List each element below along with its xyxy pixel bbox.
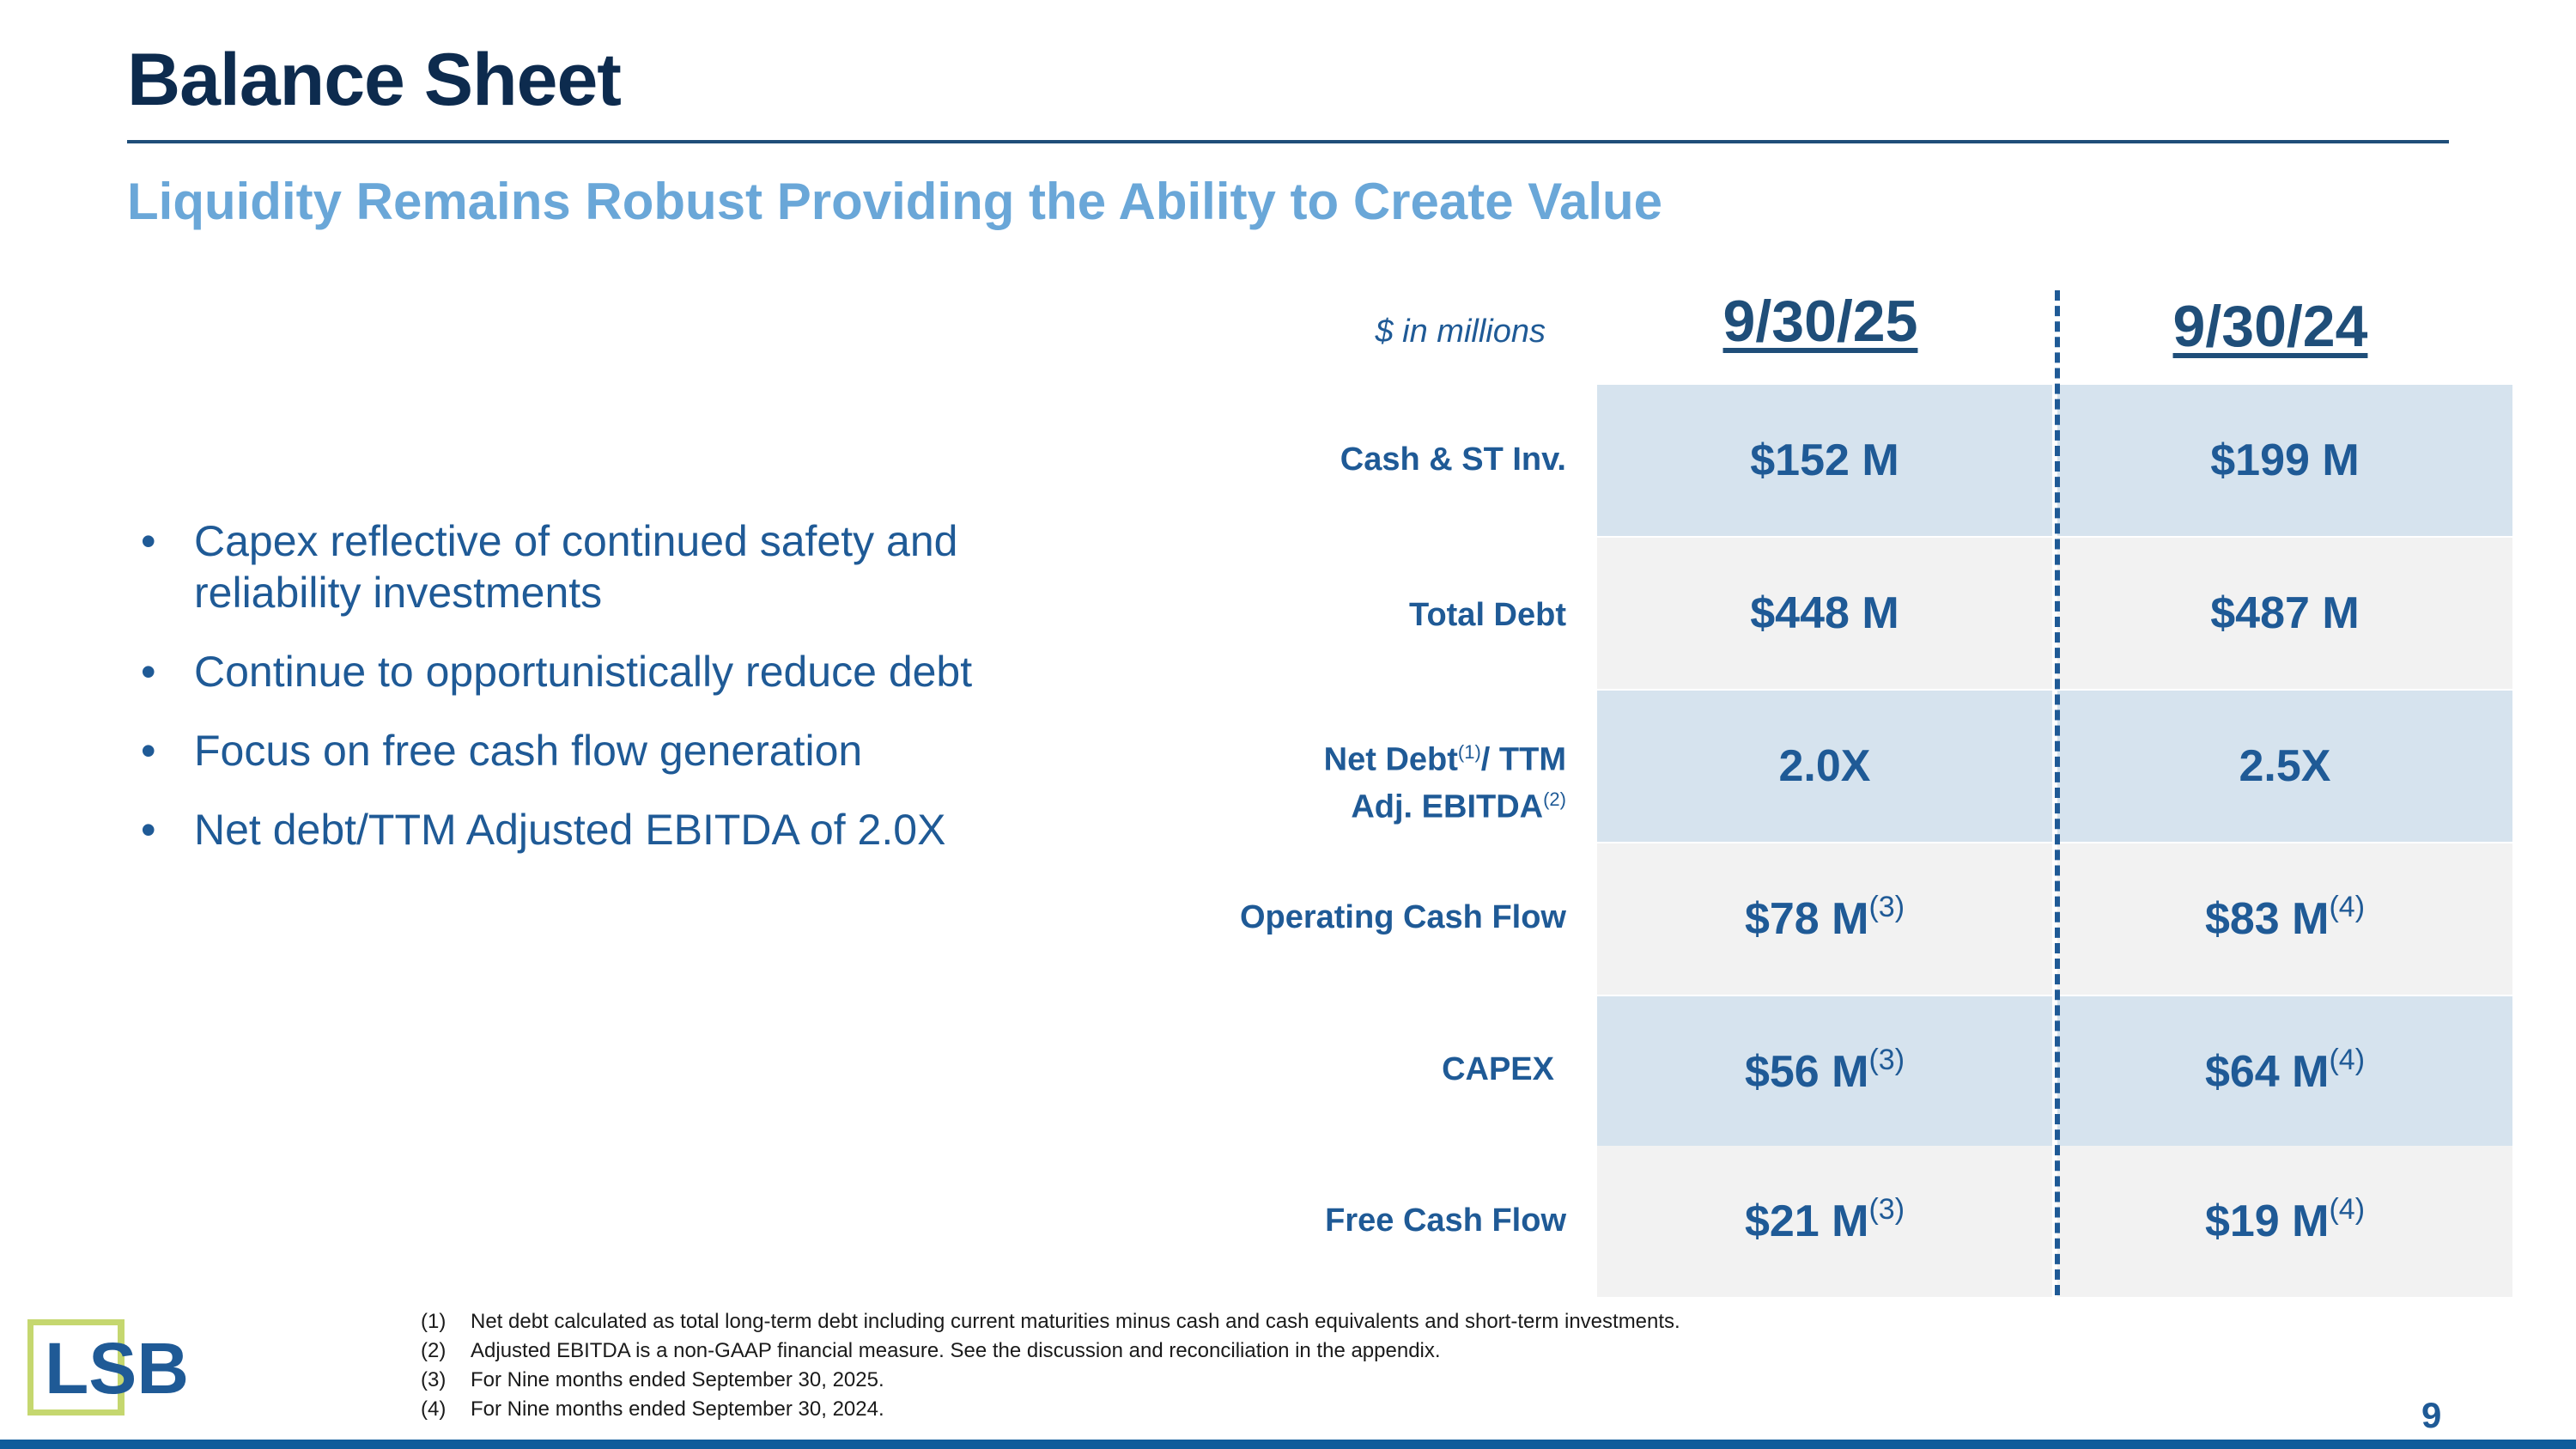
- title-divider: [127, 140, 2449, 143]
- cell-value: $19 M: [2204, 1196, 2330, 1246]
- footnote-text: Net debt calculated as total long-term d…: [471, 1310, 1680, 1333]
- logo-square: [27, 1319, 125, 1416]
- lsb-logo: LSB: [27, 1319, 189, 1416]
- cell-value: 2.5X: [2239, 741, 2331, 791]
- row-label-cash: Cash & ST Inv.: [1340, 441, 1566, 478]
- footnote-ref: (3): [1868, 890, 1905, 923]
- bullet-item: Continue to opportunistically reduce deb…: [137, 646, 1133, 697]
- column-header-2024: 9/30/24: [2172, 294, 2368, 359]
- cell-value: $56 M: [1744, 1047, 1869, 1097]
- cell-ratio-2024: 2.5X: [2057, 691, 2512, 842]
- cell-capex-2024: $64 M (4): [2057, 996, 2512, 1148]
- footnote-ref: (1): [1457, 741, 1481, 763]
- page-subtitle: Liquidity Remains Robust Providing the A…: [127, 173, 1663, 230]
- cell-ratio-2025: 2.0X: [1597, 691, 2052, 842]
- footnote: (1) Net debt calculated as total long-ter…: [421, 1307, 1880, 1336]
- column-divider: [2055, 290, 2060, 1295]
- units-note: $ in millions: [1375, 314, 1546, 350]
- cell-debt-2025: $448 M: [1597, 538, 2052, 689]
- row-label-net-debt-ratio: Net Debt(1)/ TTM Adj. EBITDA(2): [1324, 733, 1566, 826]
- footnote-ref: (4): [2329, 890, 2366, 923]
- cell-capex-2025: $56 M (3): [1597, 996, 2052, 1148]
- footer-bar: [0, 1440, 2576, 1449]
- footnote-number: (1): [421, 1310, 447, 1333]
- cell-value: $152 M: [1750, 435, 1899, 485]
- cell-value: $83 M: [2204, 894, 2330, 944]
- label-part: Net Debt: [1323, 741, 1458, 778]
- cell-cash-2025: $152 M: [1597, 385, 2052, 536]
- cell-value: $64 M: [2204, 1047, 2330, 1097]
- footnote: (3) For Nine months ended September 30, 2…: [421, 1366, 1880, 1395]
- cell-ocf-2025: $78 M (3): [1597, 843, 2052, 995]
- cell-value: $199 M: [2210, 435, 2360, 485]
- label-part: / TTM: [1480, 741, 1566, 778]
- footnote-ref: (4): [2329, 1043, 2366, 1076]
- footnote-number: (3): [421, 1368, 447, 1391]
- footnote-text: For Nine months ended September 30, 2024…: [471, 1397, 884, 1421]
- footnote-number: (2): [421, 1339, 447, 1362]
- cell-ocf-2024: $83 M (4): [2057, 843, 2512, 995]
- row-label-capex: CAPEX: [1442, 1051, 1554, 1087]
- cell-value: 2.0X: [1778, 741, 1871, 791]
- column-header-2025: 9/30/25: [1722, 289, 1918, 354]
- logo-text: LSB: [45, 1328, 189, 1409]
- cell-value: $448 M: [1750, 588, 1899, 638]
- footnote-text: For Nine months ended September 30, 2025…: [471, 1368, 884, 1391]
- cell-value: $78 M: [1744, 894, 1869, 944]
- cell-fcf-2024: $19 M (4): [2057, 1146, 2512, 1297]
- cell-value: $21 M: [1744, 1196, 1869, 1246]
- cell-debt-2024: $487 M: [2057, 538, 2512, 689]
- page-number: 9: [2421, 1395, 2442, 1435]
- bullet-list: Capex reflective of continued safety and…: [137, 515, 1133, 883]
- row-label-free-cash-flow: Free Cash Flow: [1325, 1202, 1566, 1239]
- row-label-operating-cash-flow: Operating Cash Flow: [1239, 899, 1566, 935]
- footnote-number: (4): [421, 1397, 447, 1421]
- footnote: (2) Adjusted EBITDA is a non-GAAP financi…: [421, 1336, 1880, 1366]
- footnote: (4) For Nine months ended September 30, 2…: [421, 1395, 1880, 1424]
- footnote-ref: (3): [1868, 1192, 1905, 1226]
- cell-value: $487 M: [2210, 588, 2360, 638]
- footnote-ref: (3): [1868, 1043, 1905, 1076]
- footnote-text: Adjusted EBITDA is a non-GAAP financial …: [471, 1339, 1441, 1362]
- footnote-ref: (4): [2329, 1192, 2366, 1226]
- page-title: Balance Sheet: [127, 39, 622, 121]
- row-label-total-debt: Total Debt: [1409, 597, 1566, 633]
- label-part: Adj. EBITDA: [1351, 788, 1544, 825]
- bullet-item: Capex reflective of continued safety and…: [137, 515, 1133, 618]
- bullet-item: Net debt/TTM Adjusted EBITDA of 2.0X: [137, 804, 1133, 855]
- footnotes: (1) Net debt calculated as total long-ter…: [421, 1307, 1880, 1424]
- cell-fcf-2025: $21 M (3): [1597, 1146, 2052, 1297]
- cell-cash-2024: $199 M: [2057, 385, 2512, 536]
- footnote-ref: (2): [1543, 788, 1566, 810]
- bullet-item: Focus on free cash flow generation: [137, 725, 1133, 776]
